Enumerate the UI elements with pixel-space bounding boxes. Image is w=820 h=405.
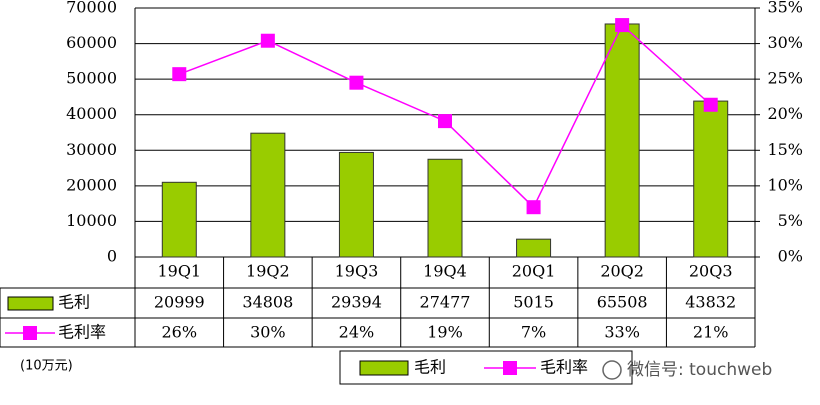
y2-tick-label: 35% (767, 0, 803, 17)
table-value: 27477 (420, 293, 471, 312)
x-tick-label: 20Q3 (689, 262, 733, 281)
table-value: 21% (693, 323, 729, 342)
legend-key (23, 326, 37, 340)
bar (161, 181, 197, 258)
y2-tick-label: 0% (778, 247, 803, 266)
row-label: 毛利 (58, 293, 90, 312)
table-value: 43832 (685, 293, 736, 312)
y-tick-label: 0 (107, 247, 117, 266)
table-value: 24% (339, 323, 375, 342)
x-tick-label: 20Q2 (600, 262, 644, 281)
x-tick-label: 20Q1 (512, 262, 556, 281)
legend-key (503, 361, 517, 375)
table-value: 29394 (331, 293, 382, 312)
line-marker (615, 18, 630, 33)
table-value: 5015 (513, 293, 554, 312)
legend-label: 毛利 (414, 358, 446, 377)
bar (250, 132, 286, 258)
line-marker (260, 33, 275, 48)
table-value: 30% (250, 323, 286, 342)
y-tick-label: 70000 (66, 0, 117, 17)
y2-tick-label: 20% (767, 104, 803, 123)
table-value: 26% (162, 323, 198, 342)
y-tick-label: 30000 (66, 140, 117, 159)
legend-key (7, 296, 54, 311)
y2-tick-label: 25% (767, 69, 803, 88)
y-tick-label: 20000 (66, 175, 117, 194)
bar (427, 158, 463, 258)
table-value: 34808 (242, 293, 293, 312)
bar (693, 100, 729, 258)
line-marker (349, 75, 364, 90)
line-marker (438, 114, 452, 129)
table-value: 19% (427, 323, 463, 342)
line-marker (526, 200, 541, 215)
line-marker (172, 67, 187, 82)
legend-key (359, 360, 409, 376)
line-marker (703, 97, 718, 112)
row-label: 毛利率 (58, 323, 106, 342)
bar (338, 151, 374, 258)
y2-tick-label: 5% (778, 211, 803, 230)
table-value: 33% (604, 323, 640, 342)
watermark-icon (602, 360, 622, 380)
bar (604, 23, 640, 258)
table-value: 7% (521, 323, 546, 342)
x-tick-label: 19Q2 (246, 262, 290, 281)
y-tick-label: 10000 (66, 211, 117, 230)
table-value: 65508 (597, 293, 648, 312)
y-tick-label: 50000 (66, 69, 117, 88)
y2-tick-label: 15% (767, 140, 803, 159)
y-tick-label: 60000 (66, 33, 117, 52)
y2-tick-label: 10% (767, 175, 803, 194)
bar (516, 238, 552, 258)
legend-label: 毛利率 (540, 358, 588, 377)
watermark: 微信号: touchweb (627, 360, 772, 380)
table-value: 20999 (154, 293, 205, 312)
x-tick-label: 19Q3 (335, 262, 379, 281)
y2-tick-label: 30% (767, 33, 803, 52)
x-tick-label: 19Q1 (157, 262, 201, 281)
unit-note: (10万元) (20, 359, 73, 374)
x-tick-label: 19Q4 (423, 262, 467, 281)
y-tick-label: 40000 (66, 104, 117, 123)
